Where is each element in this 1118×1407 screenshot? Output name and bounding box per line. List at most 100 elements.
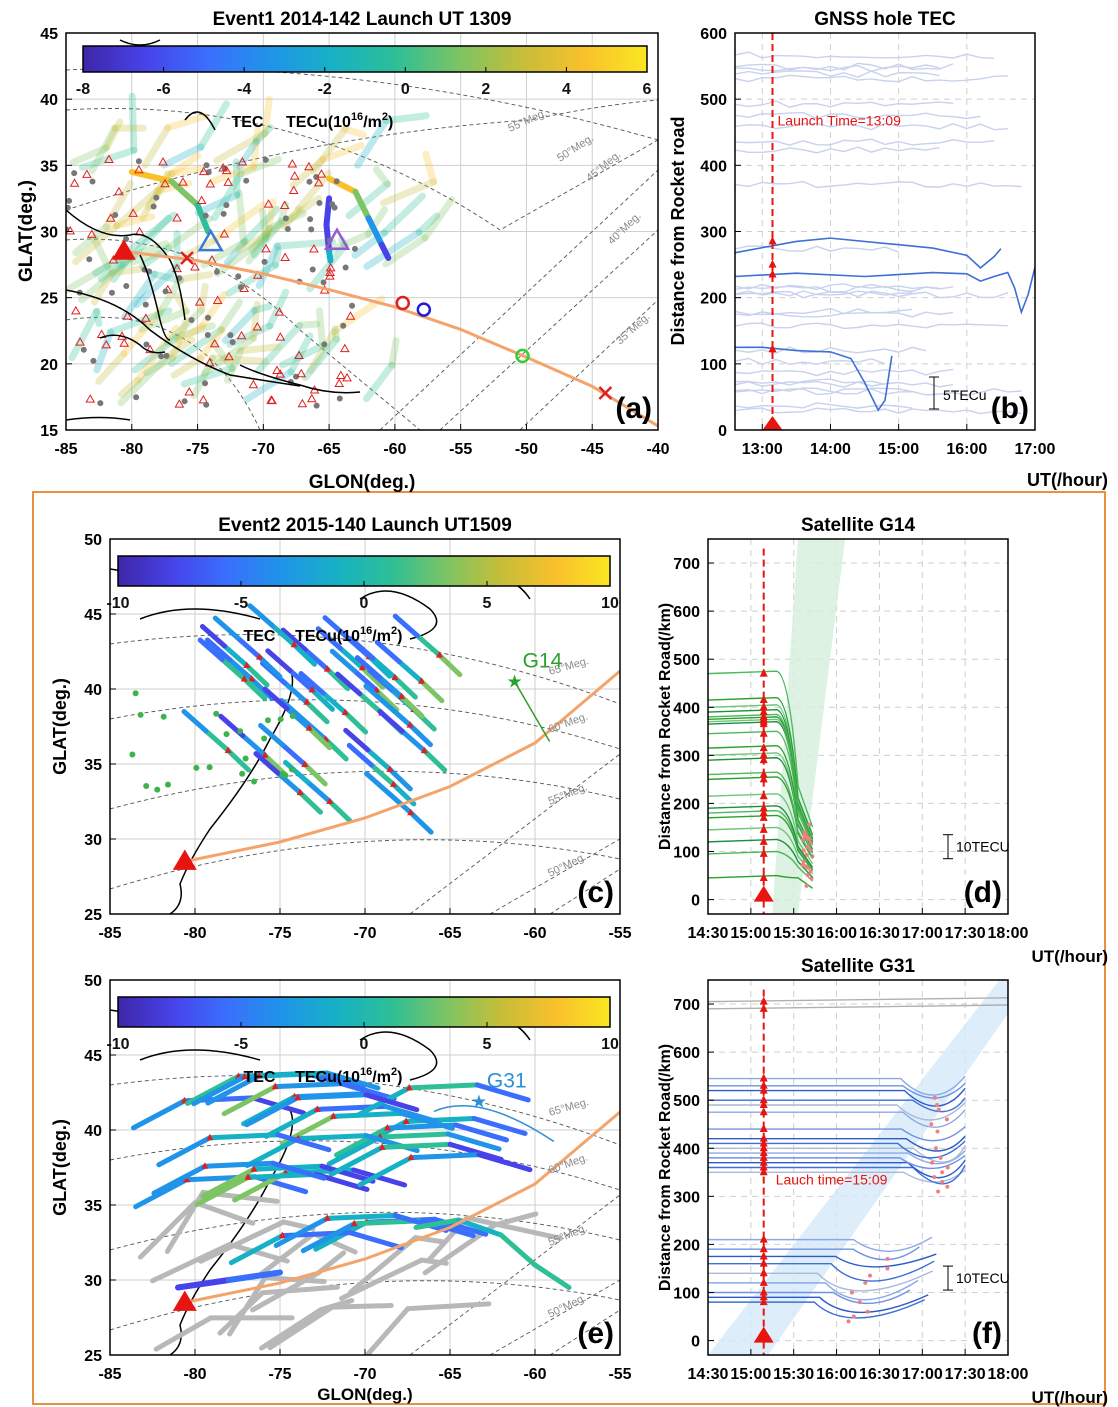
colorbar-label-part: ): [388, 114, 393, 131]
receiver-dot: [162, 288, 169, 295]
colorbar-label-part: /m: [363, 114, 382, 131]
tec-track: [418, 678, 445, 704]
launch-marker: [759, 668, 768, 677]
highlight-tec-track: [378, 241, 392, 261]
tec-track: [234, 635, 262, 660]
colorbar-tick-label: 5: [483, 1036, 492, 1053]
y-tick-label: 500: [673, 652, 700, 669]
background-tec-track: [133, 263, 181, 309]
launch-marker: [759, 1258, 768, 1267]
tec-track: [265, 648, 293, 673]
background-tec-track: [252, 124, 274, 146]
x-tick-label: -55: [608, 925, 631, 942]
ipp-dot: [865, 1309, 870, 1314]
tec-series: [708, 1102, 966, 1121]
event2-frame: [32, 491, 1106, 1405]
y-tick-label: 30: [84, 832, 102, 849]
coastline: [139, 1049, 261, 1061]
tec-track: [351, 1167, 408, 1188]
ipp-marker: [402, 1117, 410, 1124]
launch-marker: [759, 791, 768, 800]
x-tick-label: 15:00: [730, 1366, 771, 1383]
background-tec-track: [164, 112, 209, 132]
tec-track: [225, 747, 252, 773]
ipp-dot: [945, 1184, 950, 1189]
colorbar-tick-label: 0: [360, 1036, 369, 1053]
tec-series: [708, 670, 814, 828]
tec-track: [197, 637, 225, 662]
tec-track: [357, 1155, 414, 1188]
receiver-dot: [108, 289, 115, 296]
receiver-dot: [306, 178, 313, 185]
magnetic-latitude-line: [519, 299, 658, 430]
launch-marker: [759, 1244, 768, 1253]
panel-c: 65°Meg.60°Meg.55°Meg.50°Meg.★G14-10 -5 0 5 1…: [50, 515, 632, 942]
background-tec-track: [194, 191, 241, 217]
ipp-dot: [885, 1266, 890, 1271]
launch-marker: [759, 755, 768, 764]
receiver-dot: [143, 783, 150, 790]
tec-track: [377, 1131, 451, 1140]
receiver-triangle: [194, 297, 205, 306]
receiver-triangle: [119, 338, 130, 347]
ipp-marker: [386, 765, 394, 772]
receiver-triangle: [304, 161, 314, 171]
background-tec-track: [422, 150, 438, 186]
tec-track: [386, 790, 414, 816]
x-tick-label: 17:30: [945, 925, 986, 942]
y-tick-label: 25: [84, 1348, 102, 1365]
panel-title: Satellite G31: [801, 956, 915, 977]
tec-series: [708, 1246, 920, 1261]
panel-title: Satellite G14: [801, 515, 915, 536]
ipp-marker: [296, 788, 304, 796]
y-tick-label: 45: [84, 1048, 102, 1065]
coastline: [119, 39, 161, 46]
tec-track: [471, 1115, 528, 1136]
no-data-track: [259, 1298, 355, 1351]
background-tec-track: [170, 355, 204, 379]
y-axis-label: GLAT(deg.): [16, 180, 37, 282]
receiver-dot: [213, 710, 220, 717]
tec-track: [387, 766, 413, 792]
background-tec-track: [208, 354, 269, 365]
colorbar-label-left: TEC: [231, 114, 263, 131]
tec-track: [258, 722, 286, 748]
receiver-triangle: [267, 395, 277, 405]
background-tec-track: [95, 350, 128, 385]
tec-track: [379, 1141, 453, 1150]
receiver-triangle: [205, 179, 216, 188]
tec-track: [297, 790, 324, 815]
coastline: [184, 111, 216, 131]
ipp-marker: [308, 685, 316, 693]
launch-marker: [759, 1143, 768, 1152]
x-tick-label: -60: [523, 1366, 546, 1383]
background-tec-track: [235, 189, 248, 247]
tec-track: [283, 759, 311, 785]
background-tec-track: [66, 262, 112, 294]
receiver-dot: [220, 210, 227, 217]
launch-marker: [759, 1100, 768, 1108]
ipp-marker: [271, 1082, 279, 1090]
tec-track: [396, 659, 424, 684]
ipp-dot: [804, 883, 809, 888]
launch-marker: [759, 872, 768, 881]
background-tec-track: [92, 256, 122, 277]
y-axis-label: Distance from Rocket Road(/km): [657, 603, 674, 850]
magnetic-latitude-label: 55°Meg.: [547, 781, 590, 808]
receiver-dot: [237, 284, 244, 291]
tec-track: [363, 1092, 420, 1113]
ipp-dot: [863, 1280, 868, 1285]
plot-area-c: [110, 539, 620, 914]
receiver-dot: [204, 331, 211, 338]
receiver-dot: [242, 755, 249, 762]
highlight-tec-track: [365, 215, 385, 248]
highlight-series: [735, 267, 1035, 315]
receiver-dot: [193, 764, 200, 771]
ipp-dot: [804, 864, 809, 869]
receiver-triangle: [335, 370, 346, 379]
receiver-dot: [336, 395, 343, 402]
launch-marker: [759, 1133, 768, 1142]
magnetic-latitude-line: [110, 1075, 620, 1146]
ipp-marker: [206, 1133, 214, 1141]
receiver-dot: [308, 226, 315, 233]
